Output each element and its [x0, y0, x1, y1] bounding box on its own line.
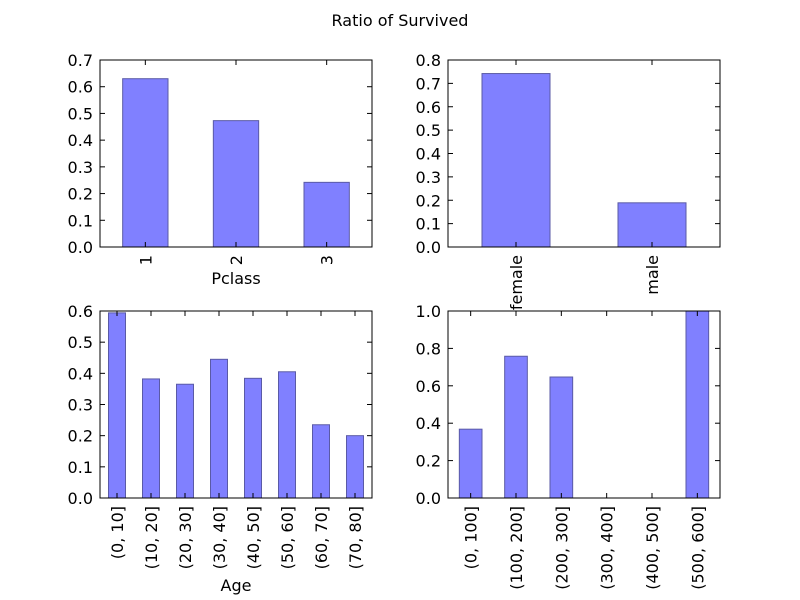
x-tick-label: (0, 100] — [462, 506, 481, 569]
y-tick-label: 1.0 — [416, 302, 441, 321]
y-tick-label: 0.4 — [68, 364, 93, 383]
y-tick-label: 0.8 — [416, 339, 441, 358]
y-tick-label: 0.5 — [416, 121, 441, 140]
y-tick-label: 0.6 — [416, 377, 441, 396]
x-tick-label: (10, 20] — [142, 506, 161, 569]
x-axis-label: Pclass — [211, 269, 260, 288]
bar-(10, 20] — [142, 378, 160, 499]
y-tick-label: 0.2 — [68, 185, 93, 204]
axes-frame — [99, 310, 373, 499]
x-tick-label: (500, 600] — [688, 506, 707, 590]
y-tick-label: 0.0 — [416, 238, 441, 257]
y-tick-label: 0.4 — [68, 131, 93, 150]
x-tick-label: (400, 500] — [643, 506, 662, 590]
y-tick-label: 0.0 — [68, 489, 93, 508]
x-tick-label: (0, 10] — [108, 506, 127, 559]
x-tick-label: (300, 400] — [598, 506, 617, 590]
bar-(20, 30] — [176, 383, 194, 499]
y-tick-label: 0.6 — [416, 98, 441, 117]
bar-(60, 70] — [312, 424, 330, 499]
x-tick-label: (30, 40] — [210, 506, 229, 569]
bar-female — [481, 73, 551, 248]
y-tick-label: 0.1 — [416, 215, 441, 234]
bar-(50, 60] — [278, 371, 296, 499]
y-tick-label: 0.1 — [68, 211, 93, 230]
y-tick-label: 0.4 — [416, 145, 441, 164]
y-tick-label: 0.7 — [68, 51, 93, 70]
y-tick-label: 0.2 — [416, 191, 441, 210]
y-tick-label: 0.4 — [416, 414, 441, 433]
bar-1 — [122, 78, 169, 248]
bar-(200, 300] — [549, 376, 574, 499]
x-tick-label: 3 — [318, 255, 337, 265]
axes-frame — [447, 310, 721, 499]
bar-(40, 50] — [244, 377, 262, 499]
bar-male — [617, 202, 687, 248]
subplot-pclass: 0.0 0.1 0.2 0.3 0.4 0.5 0.6 0.7 1 2 3 Pclass — [68, 51, 373, 288]
x-tick-label: (50, 60] — [278, 506, 297, 569]
bar-2 — [212, 120, 260, 248]
y-tick-label: 0.0 — [416, 489, 441, 508]
subplot-fare: 0.0 0.2 0.4 0.6 0.8 1.0 (0, 100] (100, 200] (200… — [416, 302, 721, 590]
bar-(0, 100] — [458, 428, 483, 499]
y-tick-label: 0.8 — [416, 51, 441, 70]
y-tick-label: 0.2 — [68, 427, 93, 446]
y-tick-label: 0.3 — [416, 168, 441, 187]
x-tick-label: (20, 30] — [176, 506, 195, 569]
x-tick-label: (40, 50] — [244, 506, 263, 569]
bar-(0, 10] — [108, 312, 126, 499]
bar-(70, 80] — [346, 435, 364, 499]
x-tick-label: (60, 70] — [312, 506, 331, 569]
x-tick-label: 2 — [227, 255, 246, 265]
y-tick-label: 0.3 — [68, 158, 93, 177]
bar-(500, 600] — [685, 310, 710, 499]
x-tick-label: (200, 300] — [552, 506, 571, 590]
bar-3 — [303, 181, 350, 248]
y-tick-label: 0.5 — [68, 333, 93, 352]
y-tick-label: 0.6 — [68, 302, 93, 321]
y-tick-label: 0.0 — [68, 238, 93, 257]
x-tick-label: (70, 80] — [346, 506, 365, 569]
y-tick-label: 0.2 — [416, 452, 441, 471]
y-tick-label: 0.6 — [68, 78, 93, 97]
bar-(100, 200] — [504, 355, 528, 499]
x-axis-label: Age — [221, 576, 252, 595]
x-tick-label: (100, 200] — [507, 506, 526, 590]
x-tick-label: 1 — [136, 255, 155, 265]
suptitle: Ratio of Survived — [332, 11, 469, 30]
y-tick-label: 0.7 — [416, 74, 441, 93]
y-tick-label: 0.3 — [68, 396, 93, 415]
subplot-age: 0.0 0.1 0.2 0.3 0.4 0.5 0.6 (0, 10] (10, 20] (20,… — [68, 302, 373, 595]
bar-(30, 40] — [210, 358, 228, 499]
x-tick-label: male — [643, 255, 662, 295]
y-tick-label: 0.5 — [68, 104, 93, 123]
subplot-sex: 0.0 0.1 0.2 0.3 0.4 0.5 0.6 0.7 0.8 female male — [416, 51, 721, 310]
x-tick-label: female — [507, 255, 526, 310]
y-tick-label: 0.1 — [68, 458, 93, 477]
